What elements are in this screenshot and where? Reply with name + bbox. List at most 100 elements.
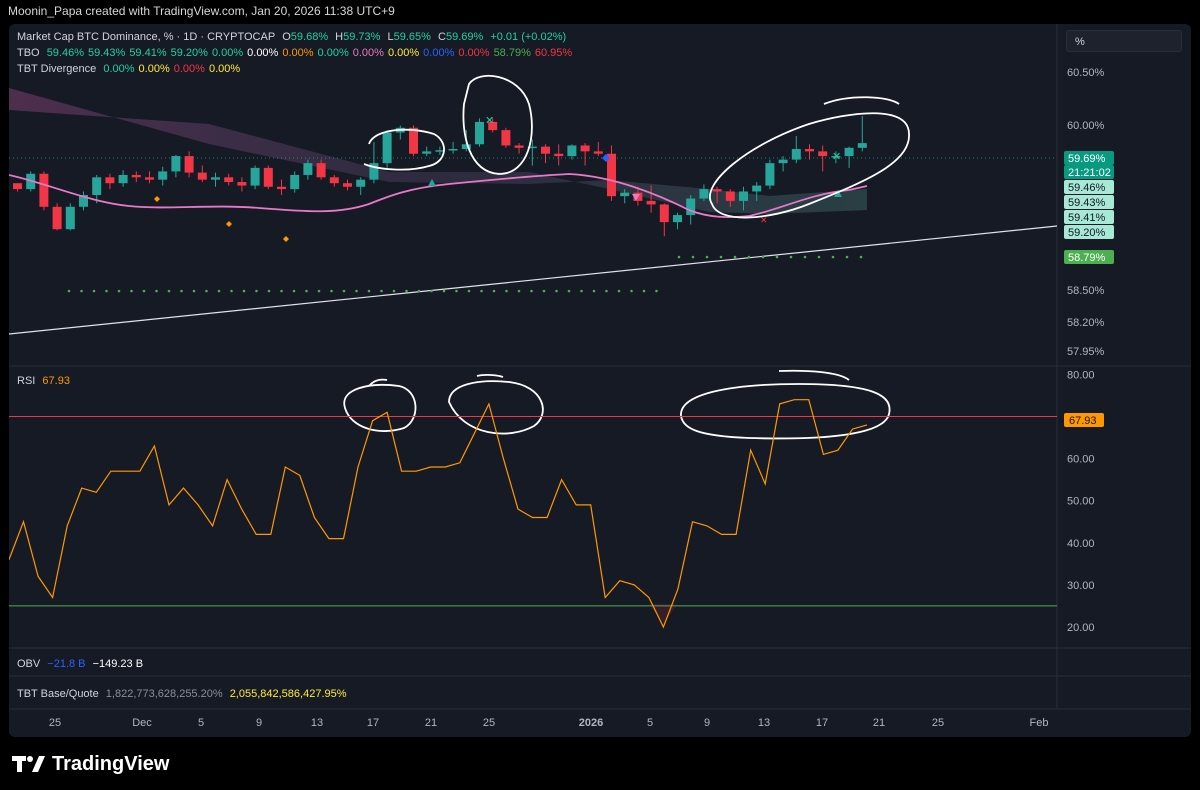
- candle-body: [303, 163, 313, 175]
- candle-body: [52, 206, 62, 230]
- candle: [158, 166, 168, 186]
- tbo-value-4: 0.00%: [211, 47, 244, 59]
- support-dot: [859, 255, 863, 259]
- time-tick: Dec: [132, 717, 152, 729]
- rsi-tick: 80.00: [1067, 369, 1095, 381]
- price-label: 21:21:02: [1064, 165, 1114, 179]
- rsi-tick: 40.00: [1067, 538, 1095, 550]
- candle: [422, 146, 432, 157]
- support-dot: [803, 255, 807, 259]
- tbt-base-quote-legend[interactable]: TBT Base/Quote 1,822,773,628,255.20% 2,0…: [17, 688, 351, 700]
- candle-body: [13, 183, 22, 190]
- hand-drawn-annotations: [363, 75, 910, 219]
- candle-body: [250, 167, 260, 186]
- price-axis-labels: 59.69% 21:21:02 59.46% 59.43% 59.41% 59.20% 58…: [1064, 151, 1114, 264]
- obv-legend[interactable]: OBV −21.8 B −149.23 B: [17, 658, 147, 670]
- tbo-value-7: 0.00%: [317, 47, 349, 59]
- tbo-legend[interactable]: TBO 59.46% 59.43% 59.41% 59.20% 0.00% 0.00% 0.…: [17, 47, 576, 59]
- price-label-text: 59.69%: [1068, 153, 1106, 165]
- support-dot: [230, 289, 233, 293]
- rsi-value: 67.93: [42, 375, 70, 387]
- support-dot: [255, 289, 258, 293]
- candle: [277, 179, 286, 195]
- tbo-value-11: 0.00%: [458, 47, 490, 59]
- price-label: 59.46%: [1064, 180, 1114, 194]
- support-dot: [592, 289, 596, 293]
- candle: [527, 139, 537, 166]
- time-tick: 17: [816, 717, 828, 729]
- symbol-legend[interactable]: Market Cap BTC Dominance, % · 1D · CRYPT…: [17, 31, 570, 43]
- rsi-annotations: [343, 369, 891, 440]
- tbt-divergence-legend[interactable]: TBT Divergence 0.00% 0.00% 0.00% 0.00%: [17, 63, 244, 75]
- chart-canvas[interactable]: ✕ ✕ ✕ 60.50% 60.00% 58.50% 58.20% 57.95% 59.…: [9, 24, 1191, 737]
- candle-body: [686, 198, 696, 216]
- time-tick: Feb: [1030, 717, 1049, 729]
- price-label-text: 59.20%: [1068, 227, 1106, 239]
- support-dot: [430, 289, 433, 293]
- tbo-value-1: 59.43%: [88, 47, 126, 59]
- obv-name: OBV: [17, 658, 41, 670]
- candle: [699, 184, 709, 201]
- candle: [224, 173, 234, 186]
- candle-body: [79, 195, 88, 207]
- candle: [211, 172, 220, 187]
- candle-body: [673, 215, 682, 223]
- rsi-legend[interactable]: RSI 67.93: [17, 375, 74, 387]
- candle: [329, 174, 339, 187]
- candle: [514, 143, 524, 154]
- support-dot: [480, 289, 483, 293]
- tbo-value-8: 0.00%: [352, 47, 384, 59]
- candle: [791, 136, 801, 164]
- diamond-icon: [154, 196, 160, 202]
- cross-icon: ✕: [485, 114, 494, 127]
- candle: [448, 141, 458, 154]
- tbo-cloud: [9, 88, 867, 214]
- candle: [580, 143, 590, 166]
- price-tick: 60.50%: [1067, 67, 1105, 79]
- candle: [435, 146, 445, 155]
- candle-body: [237, 182, 247, 186]
- price-unit-selector[interactable]: %: [1066, 30, 1182, 52]
- candle: [607, 145, 616, 201]
- price-tick: 60.00%: [1067, 120, 1105, 132]
- support-dot: [92, 289, 96, 293]
- support-dot: [831, 255, 835, 259]
- candle-body: [290, 174, 300, 190]
- candle-body: [831, 156, 841, 158]
- candle: [369, 141, 379, 184]
- tbo-value-0: 59.46%: [46, 47, 84, 59]
- price-label-box: [1064, 165, 1114, 179]
- price-label-box: [1064, 180, 1114, 194]
- time-tick: 13: [758, 717, 770, 729]
- tbt-div-value-1: 0.00%: [138, 63, 170, 75]
- price-label-text: 59.46%: [1068, 182, 1106, 194]
- candle: [145, 171, 154, 184]
- signal-markers: ✕ ✕ ✕: [154, 114, 842, 242]
- candle: [290, 171, 300, 193]
- candle: [105, 173, 115, 190]
- candle-body: [554, 153, 564, 157]
- price-axis-ticks: 60.50% 60.00% 58.50% 58.20% 57.95%: [1067, 67, 1105, 358]
- candle-body: [145, 177, 154, 180]
- time-tick: 5: [198, 717, 204, 729]
- support-dot: [747, 255, 751, 259]
- ohlc-change: +0.01 (+0.02%): [490, 31, 567, 43]
- rsi-name: RSI: [17, 375, 36, 387]
- tbo-value-9: 0.00%: [387, 47, 420, 59]
- candle-body: [607, 153, 616, 197]
- price-label-box: [1064, 151, 1114, 165]
- symbol-title: Market Cap BTC Dominance, % · 1D · CRYPT…: [17, 31, 276, 43]
- time-tick: 2026: [579, 717, 603, 729]
- price-label: 59.43%: [1064, 195, 1114, 209]
- candle-body: [448, 149, 458, 151]
- trendline[interactable]: [9, 225, 1058, 335]
- support-dot: [817, 255, 821, 259]
- candle-body: [778, 159, 788, 164]
- tbo-value-5: 0.00%: [247, 47, 279, 59]
- time-tick: 17: [367, 717, 379, 729]
- support-dot: [242, 289, 246, 293]
- support-dot: [217, 289, 221, 293]
- support-dot: [655, 289, 658, 293]
- price-label-text: 59.41%: [1068, 212, 1106, 224]
- candle-body: [435, 150, 445, 152]
